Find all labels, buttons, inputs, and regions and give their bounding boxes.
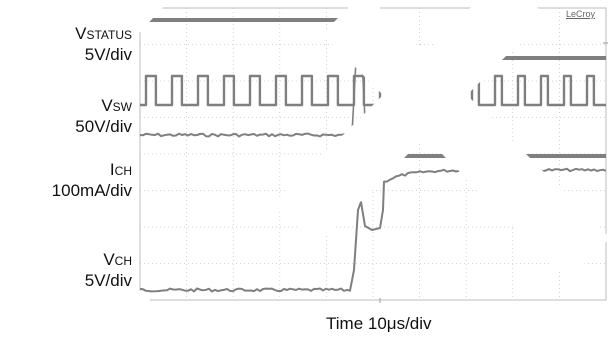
watermark-band [322,0,608,280]
scale-ich: 100mA/div [51,181,132,200]
label-vsw: VSW 50V/div [20,96,132,136]
watermark-band [0,188,190,339]
label-vstatus-sub: STATUS [86,28,132,42]
scale-vch: 5V/div [84,271,132,290]
brand-logo: LeCroy [566,9,596,19]
label-vch-main: V [103,250,115,269]
watermark-band [0,0,170,170]
label-vstatus: VSTATUS 5V/div [20,24,132,64]
label-vsw-sub: SW [112,100,132,114]
label-ich-main: I [109,160,115,179]
label-vstatus-main: V [75,24,87,43]
trace-ich [139,132,351,138]
scale-vsw: 50V/div [75,117,132,136]
label-vch: VCH 5V/div [20,250,132,290]
watermark-band [274,0,546,246]
scale-vstatus: 5V/div [84,45,132,64]
label-ich-sub: CH [114,164,132,178]
label-ich: ICH 100mA/div [0,160,132,200]
label-vch-sub: CH [114,254,132,268]
label-vsw-main: V [101,96,113,115]
x-axis-label: Time 10μs/div [326,314,432,333]
